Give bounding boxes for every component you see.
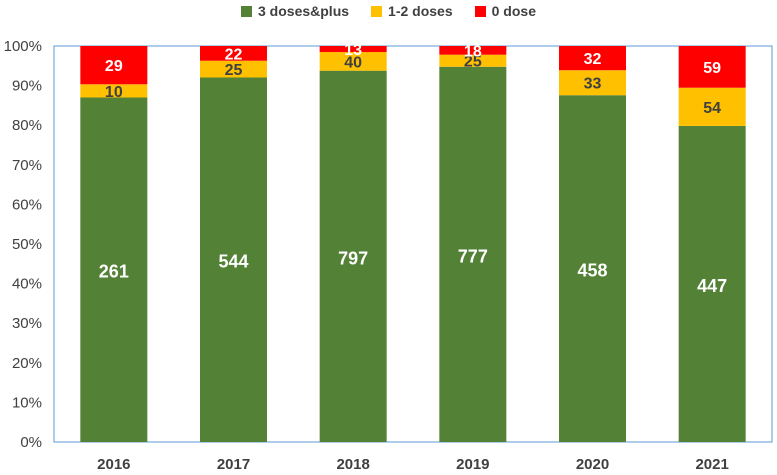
data-label: 10: [105, 84, 123, 101]
x-tick-label: 2021: [695, 456, 728, 473]
data-label: 18: [464, 43, 482, 60]
x-tick-label: 2016: [97, 456, 130, 473]
y-axis: 0% 10% 20% 30% 40% 50% 60% 70% 80% 90% 100%: [4, 38, 773, 451]
legend: 3 doses&plus 1-2 doses 0 dose: [0, 0, 777, 22]
bar-group-2020: 458 33 32: [559, 46, 626, 442]
x-tick-label: 2018: [336, 456, 369, 473]
y-tick-label: 90%: [12, 78, 42, 95]
data-label: 13: [344, 42, 362, 59]
bar-segment: [678, 46, 746, 88]
bar-segment: [559, 70, 626, 96]
y-tick-label: 20%: [12, 355, 42, 372]
data-label: 447: [697, 276, 727, 296]
bars: 2611029544252279740137772518458333244754…: [80, 42, 746, 443]
data-label: 544: [218, 252, 248, 272]
data-label: 54: [703, 100, 721, 117]
bar-segment: [559, 46, 626, 71]
y-tick-label: 50%: [12, 236, 42, 253]
data-label: 33: [584, 76, 602, 93]
y-tick-label: 40%: [12, 276, 42, 293]
y-tick-label: 60%: [12, 196, 42, 213]
data-label: 22: [225, 46, 243, 63]
x-tick-label: 2020: [576, 456, 609, 473]
y-tick-label: 10%: [12, 394, 42, 411]
x-tick-label: 2019: [456, 456, 489, 473]
bar-segment: [319, 46, 387, 53]
legend-swatch-3-doses-plus: [241, 5, 252, 17]
bar-segment: [678, 125, 746, 443]
data-label: 59: [703, 60, 721, 77]
bar-segment: [200, 60, 267, 78]
y-tick-label: 100%: [4, 38, 42, 55]
bar-segment: [80, 97, 148, 442]
bar-segment: [200, 46, 267, 61]
bar-segment: [559, 95, 626, 442]
y-tick-label: 0%: [20, 434, 42, 451]
plot-border: [53, 45, 773, 443]
data-label: 40: [344, 54, 362, 71]
y-tick-label: 70%: [12, 157, 42, 174]
legend-label-3-doses-plus: 3 doses&plus: [258, 3, 350, 19]
data-label: 29: [105, 58, 123, 75]
x-axis: 2016 2017 2018 2019 2020 2021: [97, 456, 729, 473]
legend-label-0-dose: 0 dose: [491, 3, 536, 19]
legend-item-0-dose: 0 dose: [474, 3, 536, 19]
bar-segment: [678, 87, 746, 126]
data-label: 25: [464, 54, 482, 71]
legend-item-3-doses-plus: 3 doses&plus: [241, 3, 349, 19]
bar-segment: [80, 84, 148, 98]
bar-segment: [439, 46, 507, 55]
legend-swatch-0-dose: [474, 5, 486, 17]
bar-segment: [319, 52, 387, 71]
data-label: 261: [99, 262, 129, 282]
x-tick-label: 2017: [217, 456, 250, 473]
y-tick-label: 80%: [12, 117, 42, 134]
y-tick-label: 30%: [12, 315, 42, 332]
data-label: 32: [584, 51, 602, 68]
bar-segment: [80, 46, 148, 85]
bar-segment: [200, 77, 267, 443]
legend-label-1-2-doses: 1-2 doses: [388, 3, 453, 19]
legend-swatch-1-2-doses: [371, 5, 383, 17]
data-label: 777: [458, 246, 488, 266]
bar-segment: [439, 54, 507, 67]
bar-group-2016: 261 10 29: [80, 46, 148, 442]
legend-item-1-2-doses: 1-2 doses: [371, 3, 453, 19]
bar-segment: [319, 70, 387, 442]
data-label: 25: [225, 62, 243, 79]
bar-group-2021: 447 54 59: [678, 46, 746, 443]
data-label: 797: [338, 248, 368, 268]
bar-segment: [439, 66, 507, 442]
data-label: 458: [577, 261, 607, 281]
